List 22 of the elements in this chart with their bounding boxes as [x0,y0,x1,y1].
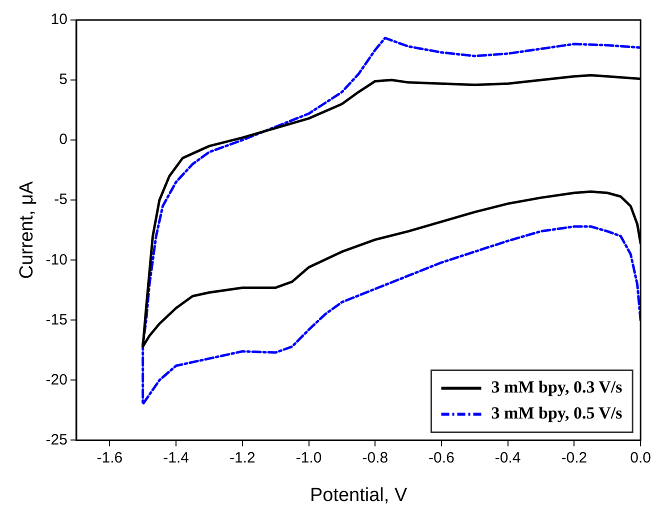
line-series [142,36,641,406]
y-axis-title: Current, μA [16,181,38,279]
legend-label: 3 mM bpy, 0.5 V/s [491,404,623,423]
x-tick-label: 0.0 [630,449,652,466]
x-tick-label: -0.6 [428,449,454,466]
x-tick-label: -1.2 [229,449,256,466]
legend-label: 3 mM bpy, 0.3 V/s [491,378,623,397]
x-tick-label: -1.0 [296,449,322,466]
y-tick-label: 5 [59,71,68,88]
x-axis-title: Potential, V [310,484,408,506]
y-tick-label: 10 [50,11,68,28]
y-tick-label: -10 [46,251,68,268]
y-tick-label: -20 [46,371,68,388]
y-tick-label: 0 [59,131,68,148]
x-tick-label: -0.8 [362,449,388,466]
y-tick-label: -15 [46,311,68,328]
x-tick-label: -0.4 [494,449,521,466]
x-tick-label: -1.6 [96,449,123,466]
y-tick-label: -25 [46,431,68,448]
x-tick-label: -0.2 [561,449,588,466]
y-tick-label: -5 [54,191,68,208]
x-tick-label: -1.4 [163,449,189,466]
